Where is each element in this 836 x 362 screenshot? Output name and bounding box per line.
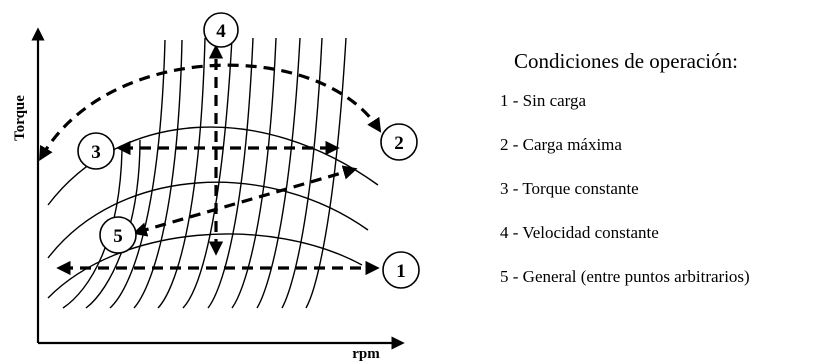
y-axis-label: Torque bbox=[12, 95, 28, 141]
point-3-marker: 3 bbox=[77, 132, 115, 170]
point-1-label: 1 bbox=[396, 261, 406, 282]
x-axis-label: rpm bbox=[352, 346, 380, 362]
point-1-marker: 1 bbox=[382, 251, 420, 289]
operating-conditions-diagram: Torque rpm 4 2 3 5 1 bbox=[12, 12, 420, 362]
speed-curve bbox=[62, 149, 123, 309]
legend-item: 2 - Carga máxima bbox=[500, 135, 622, 154]
legend-title: Condiciones de operación: bbox=[514, 49, 738, 73]
legend-item: 3 - Torque constante bbox=[500, 179, 639, 198]
point-2-label: 2 bbox=[394, 133, 404, 154]
legend-item: 4 - Velocidad constante bbox=[500, 223, 659, 242]
point-2-marker: 2 bbox=[380, 123, 418, 161]
legend: Condiciones de operación: 1 - Sin carga … bbox=[500, 48, 836, 308]
point-5-marker: 5 bbox=[99, 216, 137, 254]
legend-list: 1 - Sin carga 2 - Carga máxima 3 - Torqu… bbox=[500, 88, 836, 308]
point-4-marker: 4 bbox=[203, 12, 239, 48]
point-5-label: 5 bbox=[113, 226, 123, 247]
axes bbox=[31, 27, 405, 350]
operating-paths bbox=[39, 44, 382, 276]
point-markers: 4 2 3 5 1 bbox=[77, 12, 420, 289]
legend-item: 1 - Sin carga bbox=[500, 91, 587, 110]
path-general bbox=[132, 165, 358, 237]
point-3-label: 3 bbox=[91, 142, 101, 163]
point-4-label: 4 bbox=[216, 21, 226, 42]
legend-item: 5 - General (entre puntos arbitrarios) bbox=[500, 267, 750, 286]
torque-curve bbox=[47, 233, 363, 299]
